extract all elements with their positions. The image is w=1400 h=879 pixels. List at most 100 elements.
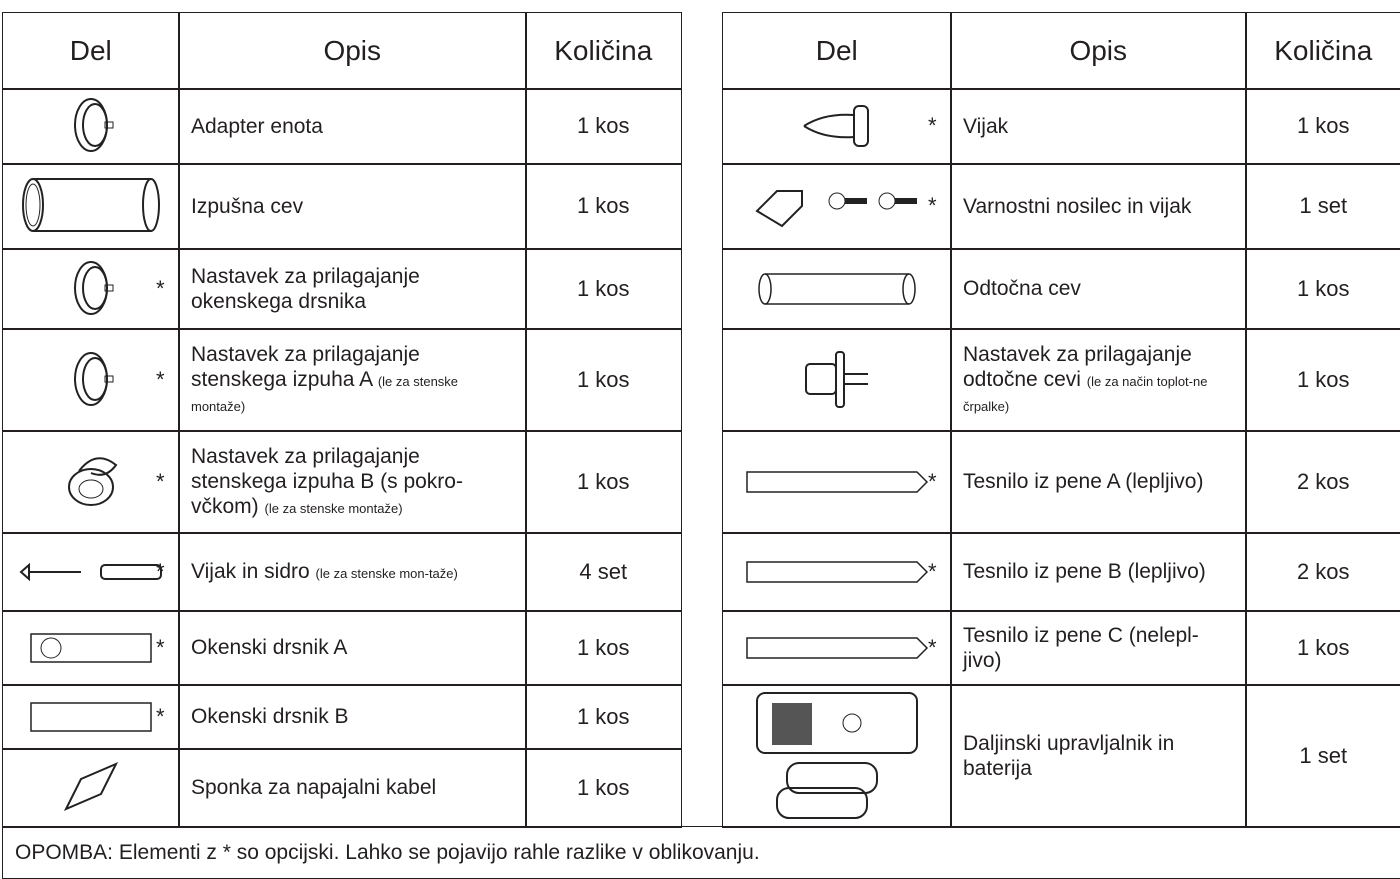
description-cell: Daljinski upravljalnik in baterija bbox=[950, 684, 1247, 828]
description-text: Tesnilo iz pene A (lepljivo) bbox=[963, 470, 1204, 494]
description-text: Varnostni nosilec in vijak bbox=[963, 194, 1192, 218]
quantity-text: 1 kos bbox=[1296, 634, 1350, 660]
optional-mark: * bbox=[155, 275, 165, 301]
part-icon bbox=[21, 178, 160, 233]
description-cell: Varnostni nosilec in vijak bbox=[950, 163, 1247, 250]
header-text: Del bbox=[815, 34, 858, 66]
quantity-cell: 1 kos bbox=[525, 163, 682, 250]
quantity-cell: 2 kos bbox=[1245, 532, 1400, 612]
part-cell: * bbox=[2, 328, 180, 432]
header-cell: Opis bbox=[178, 12, 527, 90]
description: Nastavek za prilagajanje odtočne cevi (l… bbox=[963, 342, 1234, 417]
description-cell: Vijak in sidro (le za stenske mon-taže) bbox=[178, 532, 527, 612]
description: Daljinski upravljalnik in baterija bbox=[963, 731, 1234, 781]
quantity-text: 1 kos bbox=[576, 193, 630, 219]
description: Adapter enota bbox=[191, 114, 323, 139]
part-cell: * bbox=[722, 430, 952, 534]
optional-mark: * bbox=[155, 366, 165, 392]
header-cell: Količina bbox=[1245, 12, 1400, 90]
quantity-cell: 4 set bbox=[525, 532, 682, 612]
description-text: Izpušna cev bbox=[191, 194, 304, 218]
quantity-cell: 1 kos bbox=[525, 88, 682, 165]
description-cell: Nastavek za prilagajanje stenskega izpuh… bbox=[178, 328, 527, 432]
description-text: Vijak in sidro bbox=[191, 560, 310, 584]
part-cell bbox=[2, 88, 180, 165]
part-icon bbox=[67, 457, 118, 506]
description-cell: Nastavek za prilagajanje okenskega drsni… bbox=[178, 248, 527, 330]
description: Izpušna cev bbox=[191, 194, 303, 219]
description: Tesnilo iz pene C (nelepl-jivo) bbox=[963, 623, 1234, 673]
part-icon bbox=[73, 98, 114, 153]
quantity-cell: 1 kos bbox=[1245, 88, 1400, 165]
description-text: Daljinski upravljalnik in baterija bbox=[963, 731, 1175, 780]
header-text: Del bbox=[69, 34, 112, 66]
part-icon bbox=[746, 637, 928, 659]
optional-mark: * bbox=[155, 558, 165, 584]
description-text: Nastavek za prilagajanje stenskega izpuh… bbox=[191, 343, 420, 392]
part-cell bbox=[2, 163, 180, 250]
quantity-text: 1 kos bbox=[576, 634, 630, 660]
quantity-text: 1 kos bbox=[576, 275, 630, 301]
description: Nastavek za prilagajanje okenskega drsni… bbox=[191, 264, 514, 314]
part-icon bbox=[746, 471, 928, 493]
optional-mark: * bbox=[155, 703, 165, 729]
description-text: Tesnilo iz pene B (lepljivo) bbox=[963, 560, 1206, 584]
part-icon bbox=[758, 273, 916, 305]
quantity-text: 1 kos bbox=[576, 113, 630, 139]
part-cell: * bbox=[2, 430, 180, 534]
description-cell: Vijak bbox=[950, 88, 1247, 165]
description: Odtočna cev bbox=[963, 276, 1081, 301]
description: Vijak bbox=[963, 114, 1008, 139]
header-cell: Del bbox=[722, 12, 952, 90]
description: Okenski drsnik B bbox=[191, 704, 349, 729]
optional-mark: * bbox=[927, 558, 937, 584]
description-cell: Okenski drsnik B bbox=[178, 684, 527, 750]
header-text: Opis bbox=[1069, 34, 1128, 66]
footnote-text: OPOMBA: Elementi z * so opcijski. Lahko … bbox=[15, 841, 760, 864]
part-icon bbox=[63, 761, 118, 811]
description-text: Tesnilo iz pene C (nelepl-jivo) bbox=[963, 623, 1199, 672]
quantity-cell: 1 kos bbox=[525, 748, 682, 828]
description-cell: Nastavek za prilagajanje stenskega izpuh… bbox=[178, 430, 527, 534]
description-text: Adapter enota bbox=[191, 114, 323, 138]
part-cell: * bbox=[722, 610, 952, 686]
part-icon bbox=[73, 260, 114, 315]
part-cell: * bbox=[2, 684, 180, 750]
description: Okenski drsnik A bbox=[191, 635, 347, 660]
footnote-cell: OPOMBA: Elementi z * so opcijski. Lahko … bbox=[2, 826, 1400, 879]
part-cell bbox=[722, 248, 952, 330]
part-icon bbox=[746, 561, 928, 583]
optional-mark: * bbox=[155, 634, 165, 660]
description: Tesnilo iz pene B (lepljivo) bbox=[963, 559, 1206, 584]
description-cell: Adapter enota bbox=[178, 88, 527, 165]
part-cell: * bbox=[2, 248, 180, 330]
description-note: (le za stenske mon-taže) bbox=[315, 566, 458, 582]
description-text: Odtočna cev bbox=[963, 277, 1081, 301]
quantity-cell: 1 kos bbox=[525, 248, 682, 330]
optional-mark: * bbox=[927, 634, 937, 660]
part-cell: * bbox=[722, 88, 952, 165]
quantity-cell: 1 kos bbox=[1245, 610, 1400, 686]
description-cell: Okenski drsnik A bbox=[178, 610, 527, 686]
optional-mark: * bbox=[927, 113, 937, 139]
part-icon bbox=[804, 351, 868, 409]
header-cell: Količina bbox=[525, 12, 682, 90]
quantity-cell: 1 set bbox=[1245, 684, 1400, 828]
quantity-text: 1 kos bbox=[576, 703, 630, 729]
quantity-cell: 1 kos bbox=[525, 328, 682, 432]
quantity-text: 1 kos bbox=[576, 366, 630, 392]
part-icon bbox=[30, 702, 152, 732]
header-text: Opis bbox=[323, 34, 382, 66]
part-cell: * bbox=[722, 532, 952, 612]
part-icon bbox=[755, 692, 918, 820]
quantity-cell: 1 kos bbox=[525, 430, 682, 534]
description: Varnostni nosilec in vijak bbox=[963, 194, 1191, 219]
optional-mark: * bbox=[927, 468, 937, 494]
quantity-text: 1 set bbox=[1299, 193, 1348, 219]
part-icon bbox=[19, 562, 162, 581]
header-cell: Del bbox=[2, 12, 180, 90]
optional-mark: * bbox=[155, 468, 165, 494]
quantity-text: 1 kos bbox=[576, 774, 630, 800]
header-text: Količina bbox=[554, 34, 653, 66]
